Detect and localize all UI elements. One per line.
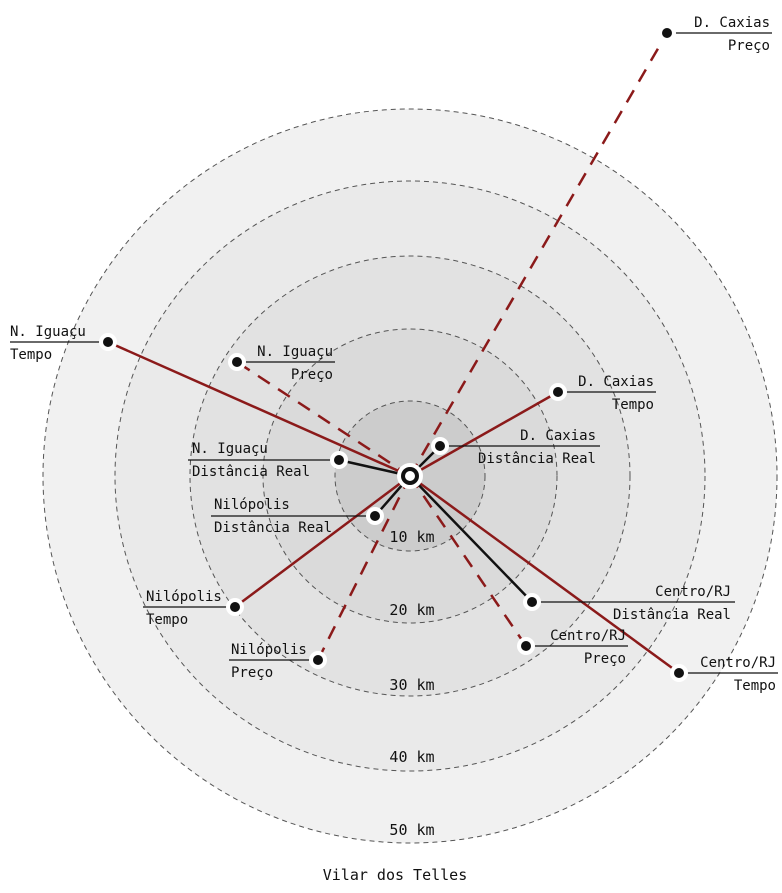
marker-dcaxias-preco [658, 24, 676, 42]
marker-dcaxias-dist [431, 437, 449, 455]
label-centro-dist-line2: Distância Real [613, 607, 731, 623]
line-dcaxias-tempo [409, 390, 559, 478]
ring-label-10km: 10 km [389, 528, 434, 546]
label-niguacu-preco-line1: N. Iguaçu [257, 344, 333, 360]
ring-label-50km: 50 km [389, 821, 434, 839]
marker-niguacu-preco [228, 353, 246, 371]
label-dcaxias-preco-line2: Preço [728, 38, 770, 54]
line-centro-dist [409, 475, 533, 603]
label-dcaxias-tempo-line2: Tempo [612, 397, 654, 413]
label-nilopolis-preco-line2: Preço [231, 665, 273, 681]
diagram-caption: Vilar dos Telles [323, 866, 468, 884]
marker-niguacu-dist [330, 451, 348, 469]
label-nilopolis-dist-line1: Nilópolis [214, 497, 290, 513]
marker-centro-tempo [670, 664, 688, 682]
label-centro-preco-line1: Centro/RJ [550, 628, 626, 644]
point-markers [99, 24, 688, 682]
line-centro-preco [408, 475, 528, 647]
marker-nilopolis-dist [366, 507, 384, 525]
label-niguacu-dist-line2: Distância Real [192, 464, 310, 480]
center-origin [397, 463, 423, 489]
marker-centro-dist [523, 593, 541, 611]
line-nilopolis-preco [316, 475, 412, 661]
label-centro-preco-line2: Preço [584, 651, 626, 667]
line-dcaxias-preco [408, 32, 669, 477]
label-underlines [10, 32, 778, 674]
line-niguacu-preco [236, 360, 411, 478]
marker-niguacu-tempo [99, 333, 117, 351]
label-dcaxias-dist-line2: Distância Real [478, 451, 596, 467]
line-nilopolis-tempo [234, 474, 411, 609]
marker-centro-preco [517, 637, 535, 655]
label-nilopolis-tempo-line1: Nilópolis [146, 589, 222, 605]
label-niguacu-tempo-line1: N. Iguaçu [10, 324, 86, 340]
label-centro-tempo-line2: Tempo [734, 678, 776, 694]
label-dcaxias-dist-line1: D. Caxias [520, 428, 596, 444]
label-centro-dist-line1: Centro/RJ [655, 584, 731, 600]
label-dcaxias-preco-line1: D. Caxias [694, 15, 770, 31]
label-dcaxias-tempo-line1: D. Caxias [578, 374, 654, 390]
ring-label-30km: 30 km [389, 676, 434, 694]
ring-label-40km: 40 km [389, 748, 434, 766]
line-centro-tempo [409, 474, 680, 675]
label-centro-tempo-line1: Centro/RJ [700, 655, 776, 671]
label-niguacu-dist-line1: N. Iguaçu [192, 441, 268, 457]
label-niguacu-preco-line2: Preço [291, 367, 333, 383]
ring-label-20km: 20 km [389, 601, 434, 619]
label-niguacu-tempo-line2: Tempo [10, 347, 52, 363]
marker-nilopolis-tempo [226, 598, 244, 616]
marker-nilopolis-preco [309, 651, 327, 669]
line-niguacu-tempo [107, 340, 411, 478]
label-nilopolis-preco-line1: Nilópolis [231, 642, 307, 658]
label-nilopolis-tempo-line2: Tempo [146, 612, 188, 628]
marker-dcaxias-tempo [549, 383, 567, 401]
label-nilopolis-dist-line2: Distância Real [214, 520, 332, 536]
